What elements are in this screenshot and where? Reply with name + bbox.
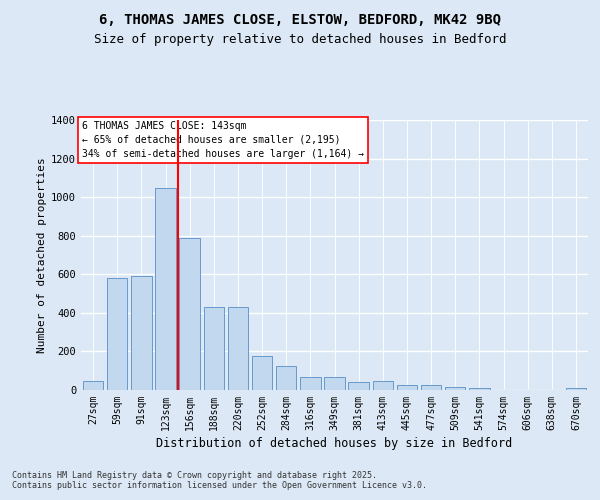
Bar	[469, 388, 490, 390]
Bar	[421, 385, 442, 390]
Bar	[276, 366, 296, 390]
Bar	[324, 378, 345, 390]
Bar	[131, 276, 152, 390]
Bar	[252, 356, 272, 390]
X-axis label: Distribution of detached houses by size in Bedford: Distribution of detached houses by size …	[157, 437, 512, 450]
Text: Size of property relative to detached houses in Bedford: Size of property relative to detached ho…	[94, 32, 506, 46]
Bar	[373, 382, 393, 390]
Bar	[566, 388, 586, 390]
Bar	[227, 307, 248, 390]
Bar	[179, 238, 200, 390]
Bar	[107, 278, 127, 390]
Y-axis label: Number of detached properties: Number of detached properties	[37, 157, 47, 353]
Bar	[203, 307, 224, 390]
Text: Contains HM Land Registry data © Crown copyright and database right 2025.
Contai: Contains HM Land Registry data © Crown c…	[12, 470, 427, 490]
Bar	[83, 382, 103, 390]
Bar	[349, 382, 369, 390]
Bar	[397, 385, 417, 390]
Bar	[445, 386, 466, 390]
Bar	[155, 188, 176, 390]
Text: 6, THOMAS JAMES CLOSE, ELSTOW, BEDFORD, MK42 9BQ: 6, THOMAS JAMES CLOSE, ELSTOW, BEDFORD, …	[99, 12, 501, 26]
Text: 6 THOMAS JAMES CLOSE: 143sqm
← 65% of detached houses are smaller (2,195)
34% of: 6 THOMAS JAMES CLOSE: 143sqm ← 65% of de…	[82, 121, 364, 159]
Bar	[300, 378, 320, 390]
